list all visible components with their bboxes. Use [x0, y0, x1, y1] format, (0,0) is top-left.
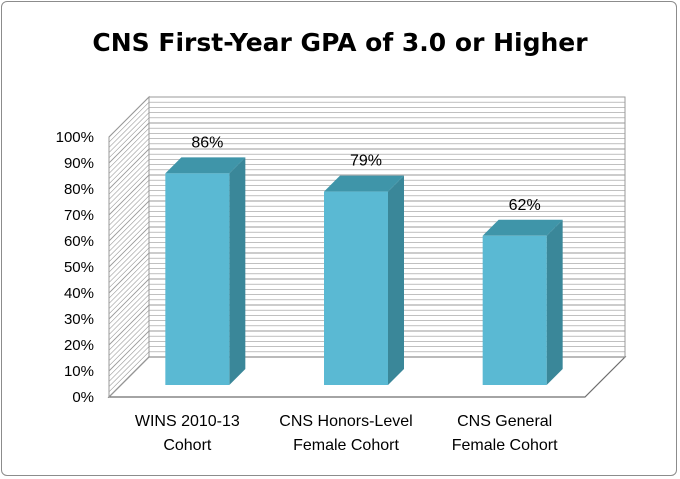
y-tick-label: 50%	[64, 259, 94, 276]
gridline-side	[108, 174, 150, 216]
x-category-label: Female Cohort	[452, 437, 558, 454]
y-tick-label: 40%	[64, 285, 94, 302]
gridline-side	[108, 101, 150, 143]
y-tick-label: 100%	[56, 129, 94, 146]
gridline-side	[108, 252, 150, 294]
gridline-side	[108, 351, 150, 393]
gridline-side	[108, 268, 150, 309]
gridline-side	[108, 221, 150, 263]
x-category-label: CNS General	[457, 413, 552, 430]
bar	[324, 175, 404, 385]
gridline-side	[108, 205, 150, 247]
gridline-side	[108, 356, 150, 398]
gridline-side	[108, 138, 150, 179]
gridline-side	[108, 330, 150, 372]
y-tick-label: 10%	[64, 363, 94, 380]
y-tick-label: 90%	[64, 155, 94, 172]
gridline-side	[108, 294, 150, 335]
gridline-side	[108, 185, 150, 226]
y-tick-label: 0%	[72, 389, 94, 406]
data-label: 79%	[350, 153, 382, 170]
gridline-side	[108, 304, 150, 346]
bar	[482, 219, 563, 385]
gridline-side	[108, 200, 150, 242]
x-axis-categories: WINS 2010-13 Cohort CNS Honors-Level Female…	[135, 413, 558, 454]
gridline-side	[108, 325, 150, 367]
x-category-label: Cohort	[163, 437, 212, 454]
gridline-side	[108, 315, 150, 356]
gridline-side	[108, 143, 150, 185]
y-tick-label: 70%	[64, 207, 94, 224]
data-label: 86%	[191, 134, 223, 151]
gridline-side	[108, 257, 150, 299]
gridline-side	[108, 346, 150, 387]
y-tick-label: 20%	[64, 337, 94, 354]
gridline-side	[108, 299, 150, 341]
gridline-side	[108, 190, 150, 231]
bar	[165, 157, 246, 385]
bar-top	[482, 219, 563, 236]
gridline-side	[108, 335, 150, 377]
gridline-side	[108, 341, 150, 382]
gridline-side	[108, 133, 150, 174]
gridline-side	[108, 195, 150, 237]
data-label: 62%	[509, 197, 541, 214]
y-axis-ticks: 0% 10% 20% 30% 40% 50% 60% 70% 80% 90% 100%	[56, 129, 94, 406]
gridline-side	[108, 231, 150, 273]
gridline-side	[108, 112, 150, 153]
gridline-side	[108, 107, 150, 148]
x-category-label: WINS 2010-13	[135, 413, 240, 430]
gridline-side	[108, 122, 150, 164]
gridline-side	[108, 179, 150, 221]
bar-front	[482, 235, 547, 385]
gridline-side	[108, 159, 150, 200]
y-tick-label: 80%	[64, 181, 94, 198]
gridline-side	[108, 117, 150, 159]
x-category-label: CNS Honors-Level	[279, 413, 412, 430]
bar-top	[165, 157, 246, 174]
gridline-side	[108, 211, 150, 252]
data-labels: 86% 79% 62%	[191, 134, 540, 213]
gridline-side	[108, 247, 150, 289]
x-category-label: Female Cohort	[293, 437, 399, 454]
gridline-side	[108, 263, 150, 304]
gridline-side	[108, 216, 150, 257]
gridline-side	[108, 278, 150, 320]
gridline-side	[108, 242, 150, 283]
bar-side	[229, 157, 246, 385]
gridline-side	[108, 309, 150, 351]
gridline-side	[108, 226, 150, 268]
gridline-side	[108, 164, 150, 205]
gridline-side	[108, 96, 150, 138]
chart-title: CNS First-Year GPA of 3.0 or Higher	[92, 28, 588, 57]
bar-front	[324, 191, 388, 385]
bar-front	[165, 173, 230, 385]
gridline-side	[108, 237, 150, 278]
gridline-side	[108, 153, 150, 195]
gridline-side	[108, 169, 150, 211]
gridline-side	[108, 148, 150, 190]
y-tick-label: 60%	[64, 233, 94, 250]
gridline-side	[108, 127, 150, 169]
gridline-side	[108, 289, 150, 330]
bars	[165, 157, 563, 385]
gridline-side	[108, 320, 150, 361]
bar-side	[388, 175, 404, 385]
gridline-side	[108, 283, 150, 325]
y-tick-label: 30%	[64, 311, 94, 328]
bar-top	[324, 175, 404, 192]
bar-side	[546, 219, 563, 385]
gridline-side	[108, 273, 150, 315]
